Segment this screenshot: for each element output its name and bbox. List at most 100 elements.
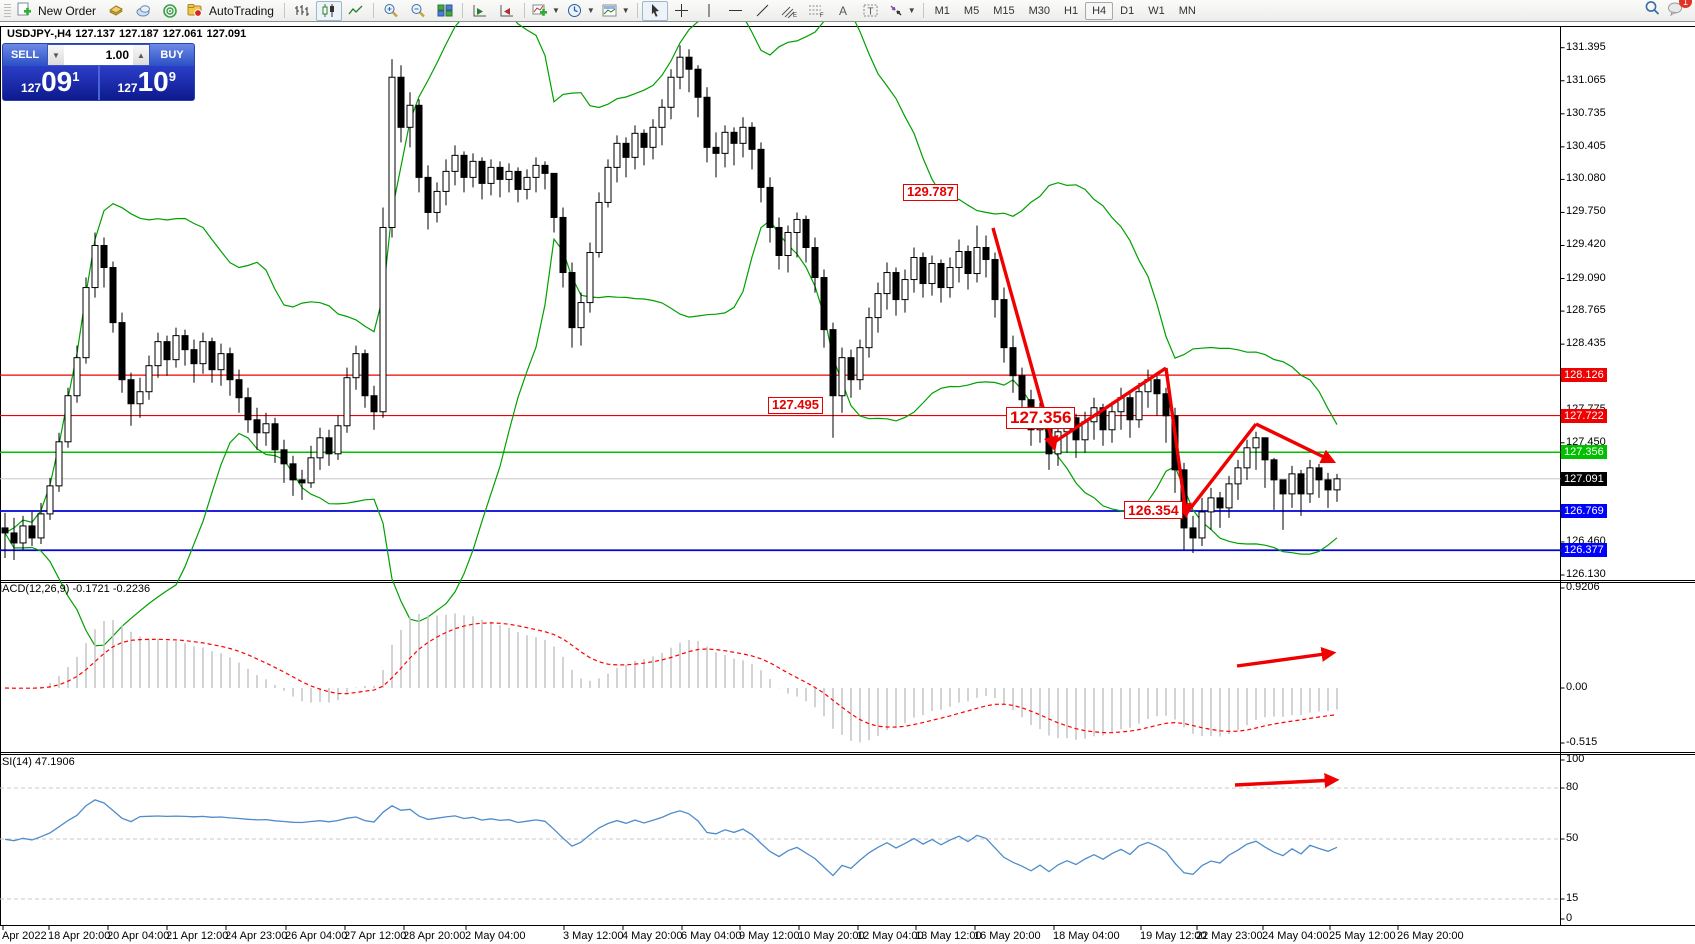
time-axis-label[interactable]: 13 May 12:00 <box>915 930 982 942</box>
text-label-tool-icon[interactable]: T <box>858 1 884 21</box>
time-axis-label[interactable]: 27 Apr 12:00 <box>344 930 407 942</box>
time-axis-label[interactable]: 19 May 12:00 <box>1140 930 1207 942</box>
time-axis-label[interactable]: 24 Apr 23:00 <box>225 930 288 942</box>
sell-price-small: 127 <box>21 81 42 95</box>
buy-button[interactable]: BUY <box>150 44 194 66</box>
bar-chart-icon[interactable] <box>289 1 315 21</box>
sell-button[interactable]: SELL <box>3 44 47 66</box>
auto-scroll-icon[interactable] <box>467 1 493 21</box>
svg-text:F: F <box>820 13 824 18</box>
time-axis-label[interactable]: 20 Apr 04:00 <box>107 930 170 942</box>
price-annotation[interactable]: 126.354 <box>1124 501 1183 520</box>
one-click-trading-panel: SELL ▼ 1.00 ▲ BUY 127 09 1 127 10 9 <box>2 43 195 101</box>
time-axis-label[interactable]: 16 May 20:00 <box>974 930 1041 942</box>
rsi-label: RSI(14) 47.1906 <box>0 756 75 768</box>
macd-main-value: -0.1721 <box>72 583 110 595</box>
strategy-tester-icon[interactable] <box>157 1 183 21</box>
candles <box>1 45 1341 560</box>
buy-price-big: 10 <box>137 66 169 97</box>
time-axis-label[interactable]: 22 May 23:00 <box>1196 930 1263 942</box>
timeframe-w1[interactable]: W1 <box>1148 4 1165 17</box>
price-tick-label: 130.735 <box>1566 106 1606 119</box>
price-annotation[interactable]: 127.495 <box>768 397 823 414</box>
zoom-in-icon[interactable] <box>378 1 404 21</box>
toolbar: New Order AutoTrading <box>0 0 1695 22</box>
equidistant-channel-tool-icon[interactable]: E <box>777 1 803 21</box>
time-axis-label[interactable]: 24 May 04:00 <box>1262 930 1329 942</box>
timeframe-m5[interactable]: M5 <box>963 4 980 17</box>
time-axis-label[interactable]: 18 May 04:00 <box>1053 930 1120 942</box>
price-tick-label: 126.130 <box>1566 567 1606 580</box>
time-axis-label[interactable]: 4 May 20:00 <box>622 930 683 942</box>
timeframe-m1[interactable]: M1 <box>934 4 950 17</box>
autotrading-button[interactable]: AutoTrading <box>184 1 280 21</box>
notifications-button[interactable]: 1 <box>1667 0 1692 21</box>
price-tick-label: 131.065 <box>1566 73 1606 86</box>
chart-shift-icon[interactable] <box>494 1 520 21</box>
time-axis-label[interactable]: 26 Apr 04:00 <box>285 930 348 942</box>
toolbar-grip[interactable] <box>4 3 11 18</box>
volume-increase-button[interactable]: ▲ <box>133 45 149 65</box>
macd-signal-line <box>4 622 1338 734</box>
periods-button[interactable]: ▼ <box>564 1 598 21</box>
close-value: 127.091 <box>206 28 247 40</box>
timeframe-h1[interactable]: H1 <box>1064 4 1079 17</box>
trendline-tool-icon[interactable] <box>750 1 776 21</box>
macd-label: MACD(12,26,9) -0.1721 -0.2236 <box>0 583 151 595</box>
candlestick-chart-icon[interactable] <box>315 0 342 21</box>
bollinger-bands <box>4 22 1338 647</box>
fibonacci-tool-icon[interactable]: F <box>804 1 830 21</box>
time-axis-label[interactable]: 3 May 12:00 <box>563 930 624 942</box>
crosshair-tool-icon[interactable] <box>669 1 695 21</box>
vertical-line-tool-icon[interactable] <box>696 1 722 21</box>
new-order-button[interactable]: New Order <box>14 1 102 21</box>
time-axis-label[interactable]: 6 May 04:00 <box>681 930 742 942</box>
chart-canvas[interactable] <box>0 22 1695 944</box>
time-axis-label[interactable]: 26 May 20:00 <box>1397 930 1464 942</box>
time-axis-label[interactable]: 25 May 12:00 <box>1329 930 1396 942</box>
timeframe-mn[interactable]: MN <box>1178 4 1196 17</box>
timeframe-m15[interactable]: M15 <box>993 4 1015 17</box>
price-tick-label: 127.450 <box>1566 435 1606 448</box>
separator <box>523 3 525 18</box>
templates-button[interactable]: ▼ <box>599 1 633 21</box>
line-chart-icon[interactable] <box>343 1 369 21</box>
search-icon[interactable] <box>1644 0 1661 21</box>
timeframe-m30[interactable]: M30 <box>1028 4 1051 17</box>
sell-price[interactable]: 127 09 1 <box>3 66 100 100</box>
volume-input[interactable]: 1.00 <box>105 48 129 62</box>
time-axis-label[interactable]: 10 May 20:00 <box>798 930 865 942</box>
horizontal-line-tool-icon[interactable] <box>723 1 749 21</box>
time-axis-label[interactable]: 28 Apr 20:00 <box>403 930 466 942</box>
price-annotation[interactable]: 129.787 <box>903 184 958 201</box>
arrows-tool-button[interactable]: ▼ <box>885 1 919 21</box>
price-badge: 127.722 <box>1561 408 1607 423</box>
time-axis-label[interactable]: 9 May 12:00 <box>739 930 800 942</box>
buy-price-sup: 9 <box>168 69 176 84</box>
text-tool-icon[interactable]: A <box>831 1 857 21</box>
cursor-tool-icon[interactable] <box>641 0 668 21</box>
zoom-out-icon[interactable] <box>405 1 431 21</box>
market-watch-icon[interactable] <box>103 1 129 21</box>
time-axis-label[interactable]: 2 May 04:00 <box>465 930 526 942</box>
tile-windows-icon[interactable] <box>432 1 458 21</box>
price-tick-label: 128.765 <box>1566 304 1606 317</box>
timeframe-d1[interactable]: D1 <box>1120 4 1135 17</box>
price-tick-label: 129.420 <box>1566 238 1606 251</box>
time-axis-label[interactable]: 21 Apr 12:00 <box>166 930 229 942</box>
buy-price[interactable]: 127 10 9 <box>99 66 194 100</box>
rsi-axis-label: 80 <box>1566 781 1579 793</box>
rsi-value: 47.1906 <box>34 756 75 768</box>
price-annotation[interactable]: 127.356 <box>1006 407 1076 429</box>
chevron-down-icon: ▼ <box>551 6 560 15</box>
data-window-icon[interactable] <box>130 1 156 21</box>
indicators-button[interactable]: ▼ <box>529 1 563 21</box>
volume-decrease-button[interactable]: ▼ <box>48 45 64 65</box>
time-axis-label[interactable]: 12 May 04:00 <box>857 930 924 942</box>
time-axis-label[interactable]: 18 Apr 20:00 <box>48 930 111 942</box>
time-axis-label[interactable]: Apr 2022 <box>2 930 47 942</box>
sell-price-big: 09 <box>41 66 73 97</box>
symbol-period-label: USDJPY-,H4 <box>7 28 72 40</box>
price-badge: 126.377 <box>1561 543 1607 558</box>
timeframe-h4[interactable]: H4 <box>1085 1 1114 20</box>
